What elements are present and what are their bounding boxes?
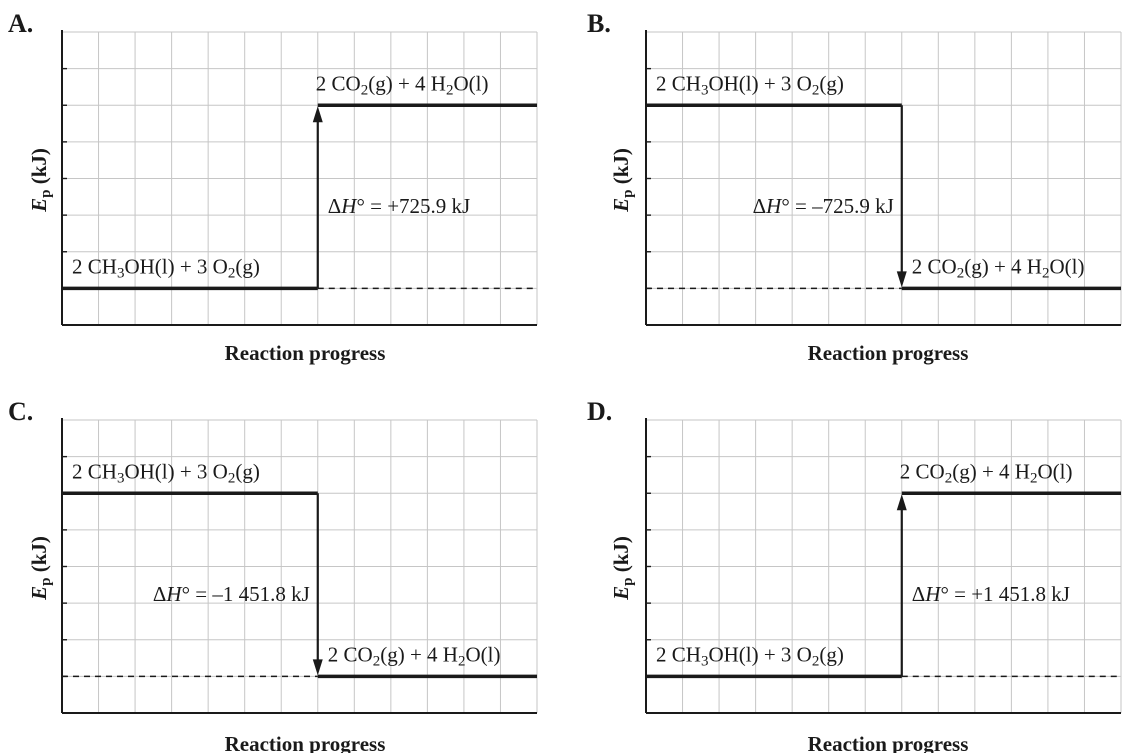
delta-h-arrow [312,493,323,676]
x-axis-label: Reaction progress [808,732,969,753]
panel-label: B. [587,9,611,38]
panel-a: A. 2 CH3OH(l) + 3 O2(g) 2 CO2(g) + 4 H2O(l… [8,9,538,365]
products-label: 2 CO2(g) + 4 H2O(l) [328,642,501,669]
arrow-head-icon [896,494,907,511]
delta-h-arrow [896,494,907,677]
panel-c: C. 2 CH3OH(l) + 3 O2(g) 2 CO2(g) + 4 H2O(l… [8,397,538,753]
reactants-label: 2 CH3OH(l) + 3 O2(g) [72,459,260,486]
delta-h-label: ΔH° = +725.9 kJ [328,194,470,218]
panel-b: B. 2 CH3OH(l) + 3 O2(g) 2 CO2(g) + 4 H2O(l… [587,9,1122,365]
products-label: 2 CO2(g) + 4 H2O(l) [912,254,1085,281]
y-axis-label: Ep (kJ) [609,536,636,601]
y-axis-label: Ep (kJ) [609,148,636,213]
arrow-head-icon [312,659,323,676]
reactants-label: 2 CH3OH(l) + 3 O2(g) [656,642,844,669]
panel-label: D. [587,397,612,426]
x-axis-label: Reaction progress [225,341,386,365]
delta-h-label: ΔH° = +1 451.8 kJ [912,582,1070,606]
products-label: 2 CO2(g) + 4 H2O(l) [900,459,1073,486]
delta-h-label: ΔH° = –1 451.8 kJ [153,582,310,606]
reactants-label: 2 CH3OH(l) + 3 O2(g) [72,254,260,281]
products-label: 2 CO2(g) + 4 H2O(l) [316,71,489,98]
arrow-head-icon [312,106,323,123]
delta-h-label: ΔH° = –725.9 kJ [753,194,894,218]
x-axis-label: Reaction progress [808,341,969,365]
reactants-label: 2 CH3OH(l) + 3 O2(g) [656,71,844,98]
panel-label: A. [8,9,33,38]
panel-d: D. 2 CH3OH(l) + 3 O2(g) 2 CO2(g) + 4 H2O(l… [587,397,1122,753]
delta-h-arrow [312,106,323,289]
grid [646,419,1122,713]
panel-label: C. [8,397,33,426]
y-axis-label: Ep (kJ) [27,536,54,601]
x-axis-label: Reaction progress [225,732,386,753]
y-axis-label: Ep (kJ) [27,148,54,213]
arrow-head-icon [896,271,907,288]
delta-h-arrow [896,105,907,288]
grid [62,419,538,713]
